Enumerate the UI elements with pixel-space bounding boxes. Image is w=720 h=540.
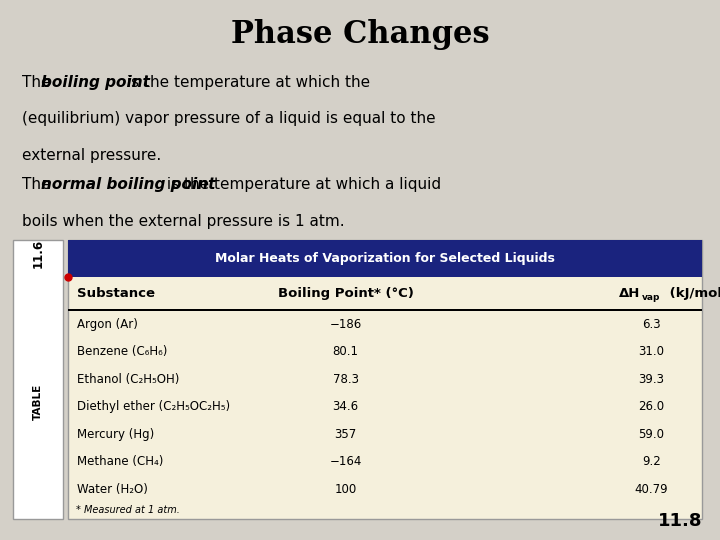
Text: 9.2: 9.2: [642, 455, 661, 469]
Text: Methane (CH₄): Methane (CH₄): [77, 455, 163, 469]
Text: 31.0: 31.0: [639, 345, 665, 359]
Text: 34.6: 34.6: [333, 400, 359, 414]
Text: 6.3: 6.3: [642, 318, 661, 331]
Text: Diethyl ether (C₂H₅OC₂H₅): Diethyl ether (C₂H₅OC₂H₅): [77, 400, 230, 414]
Text: Mercury (Hg): Mercury (Hg): [77, 428, 154, 441]
Text: 26.0: 26.0: [639, 400, 665, 414]
Text: normal boiling point: normal boiling point: [41, 177, 215, 192]
Text: (equilibrium) vapor pressure of a liquid is equal to the: (equilibrium) vapor pressure of a liquid…: [22, 111, 435, 126]
Text: is the temperature at which a liquid: is the temperature at which a liquid: [162, 177, 441, 192]
Bar: [68, 240, 702, 519]
Text: TABLE: TABLE: [33, 383, 43, 420]
Text: Substance: Substance: [77, 287, 155, 300]
Bar: [68, 240, 702, 277]
Text: * Measured at 1 atm.: * Measured at 1 atm.: [76, 505, 179, 515]
Text: 11.8: 11.8: [657, 512, 702, 530]
Bar: [13, 240, 63, 519]
Text: boils when the external pressure is 1 atm.: boils when the external pressure is 1 at…: [22, 214, 344, 229]
Text: Argon (Ar): Argon (Ar): [77, 318, 138, 331]
Text: Benzene (C₆H₆): Benzene (C₆H₆): [77, 345, 168, 359]
Text: Boiling Point* (°C): Boiling Point* (°C): [278, 287, 413, 300]
Text: 40.79: 40.79: [635, 483, 668, 496]
Text: 39.3: 39.3: [639, 373, 665, 386]
Text: Phase Changes: Phase Changes: [230, 19, 490, 50]
Text: is the temperature at which the: is the temperature at which the: [122, 75, 370, 90]
Text: 100: 100: [335, 483, 356, 496]
Text: (kJ/mol): (kJ/mol): [665, 287, 720, 300]
Text: vap: vap: [642, 293, 661, 301]
Text: 80.1: 80.1: [333, 345, 359, 359]
Text: 11.6: 11.6: [32, 239, 45, 268]
Text: Ethanol (C₂H₅OH): Ethanol (C₂H₅OH): [77, 373, 179, 386]
Text: 59.0: 59.0: [639, 428, 665, 441]
Bar: [68, 309, 702, 310]
Text: external pressure.: external pressure.: [22, 148, 161, 163]
Text: −164: −164: [330, 455, 361, 469]
Text: Molar Heats of Vaporization for Selected Liquids: Molar Heats of Vaporization for Selected…: [215, 252, 555, 265]
Text: ΔH: ΔH: [619, 287, 641, 300]
Text: 357: 357: [335, 428, 356, 441]
Text: 78.3: 78.3: [333, 373, 359, 386]
Text: −186: −186: [330, 318, 361, 331]
Text: Water (H₂O): Water (H₂O): [77, 483, 148, 496]
Text: The: The: [22, 177, 55, 192]
Text: boiling point: boiling point: [41, 75, 150, 90]
Text: The: The: [22, 75, 55, 90]
